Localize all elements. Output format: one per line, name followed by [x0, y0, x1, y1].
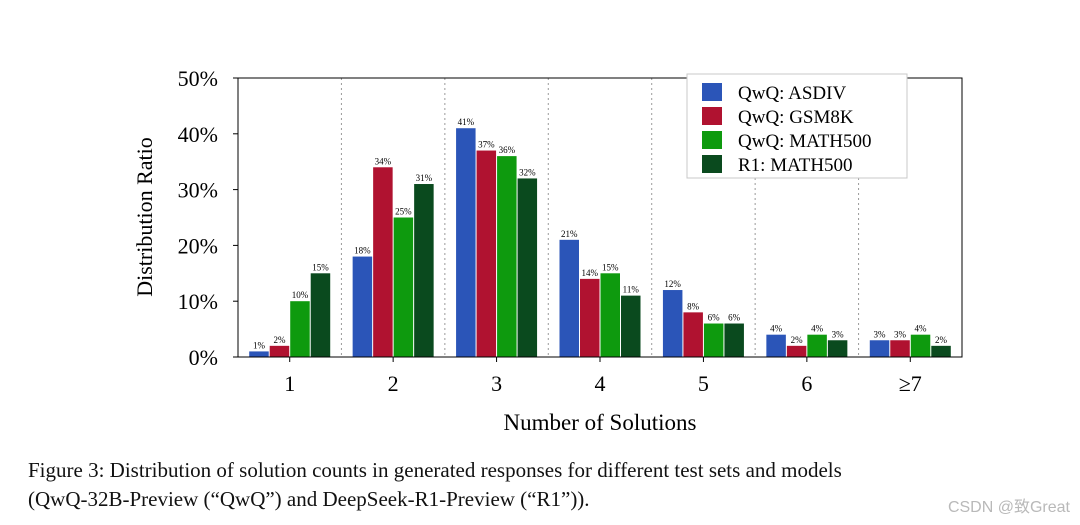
caption-line-2: (QwQ-32B-Preview (“QwQ”) and DeepSeek-R1…: [28, 487, 590, 511]
data-label: 6%: [728, 313, 741, 323]
x-axis-ticks: 1 2 3 4 5 6 ≥7: [284, 357, 922, 396]
bar: [476, 150, 497, 357]
bars: [249, 128, 951, 357]
bar: [456, 128, 476, 357]
bar: [517, 178, 538, 357]
bar: [290, 301, 310, 357]
legend-label: R1: MATH500: [738, 155, 853, 176]
legend-label: QwQ: MATH500: [738, 131, 872, 152]
data-label: 21%: [561, 229, 578, 239]
bar: [703, 323, 724, 357]
data-label: 2%: [935, 335, 948, 345]
y-tick-label: 30%: [178, 178, 218, 203]
bar: [352, 256, 373, 357]
data-label: 32%: [519, 167, 536, 177]
y-tick-label: 10%: [178, 289, 218, 314]
data-label: 3%: [832, 329, 845, 339]
bar: [414, 184, 434, 357]
data-label: 4%: [915, 324, 928, 334]
legend-box: [686, 73, 908, 179]
bar: [269, 345, 290, 357]
data-label: 6%: [708, 313, 721, 323]
bar: [724, 323, 744, 357]
caption-line-1: Figure 3: Distribution of solution count…: [28, 458, 842, 482]
data-labels: 1% 18% 41% 21% 12% 4% 3% 2% 34% 37% 14% 8% 2% 3% 10% 25…: [253, 117, 948, 350]
data-label: 34%: [375, 156, 392, 166]
legend-swatch: [702, 155, 722, 173]
bar: [310, 273, 331, 357]
x-tick-label: 6: [801, 371, 812, 396]
data-label: 14%: [582, 268, 599, 278]
y-axis-label: Distribution Ratio: [132, 137, 157, 297]
data-label: 15%: [602, 262, 619, 272]
data-label: 3%: [894, 329, 907, 339]
legend-label: QwQ: GSM8K: [738, 107, 854, 128]
bar: [910, 334, 931, 357]
data-label: 18%: [354, 246, 371, 256]
bar: [683, 312, 703, 357]
y-tick-label: 40%: [178, 122, 218, 147]
data-label: 8%: [687, 301, 700, 311]
x-tick-label: 1: [284, 371, 295, 396]
bar: [931, 345, 951, 357]
data-label: 12%: [664, 279, 681, 289]
bar: [249, 351, 269, 357]
legend-swatch: [702, 131, 722, 149]
bar: [600, 273, 620, 357]
legend-label: QwQ: ASDIV: [738, 83, 846, 104]
x-tick-label: 5: [698, 371, 709, 396]
legend-swatch: [702, 107, 722, 125]
x-tick-label: 4: [595, 371, 606, 396]
data-label: 41%: [458, 117, 475, 127]
bar: [827, 340, 848, 357]
data-label: 4%: [770, 324, 783, 334]
data-label: 2%: [273, 335, 286, 345]
bar: [890, 340, 910, 357]
bar: [580, 278, 600, 357]
data-label: 4%: [811, 324, 824, 334]
data-label: 11%: [623, 285, 640, 295]
x-tick-label: 2: [388, 371, 399, 396]
x-axis-label: Number of Solutions: [504, 410, 697, 435]
bar: [393, 217, 414, 357]
y-tick-label: 0%: [189, 345, 218, 370]
y-axis-ticks: 0% 10% 20% 30% 40% 50%: [178, 66, 238, 370]
data-label: 3%: [874, 329, 887, 339]
data-label: 37%: [478, 140, 495, 150]
x-tick-label: 3: [491, 371, 502, 396]
watermark: CSDN @致Great: [947, 499, 1070, 516]
bar: [807, 334, 827, 357]
bar: [766, 334, 786, 357]
bar: [559, 239, 579, 357]
y-tick-label: 20%: [178, 233, 218, 258]
bar: [662, 290, 683, 357]
data-label: 25%: [395, 207, 412, 217]
bar: [869, 340, 890, 357]
data-label: 2%: [791, 335, 804, 345]
legend: QwQ: ASDIV QwQ: GSM8K QwQ: MATH500 R1: MATH…: [686, 73, 908, 179]
y-tick-label: 50%: [178, 66, 218, 91]
bar: [497, 156, 517, 357]
data-label: 31%: [416, 173, 433, 183]
legend-swatch: [702, 83, 722, 101]
bar: [373, 167, 393, 357]
figure-caption: Figure 3: Distribution of solution count…: [28, 456, 1068, 514]
x-tick-label: ≥7: [899, 371, 922, 396]
bar: [786, 345, 807, 357]
data-label: 10%: [292, 290, 309, 300]
data-label: 15%: [312, 262, 329, 272]
data-label: 1%: [253, 340, 266, 350]
bar: [621, 295, 641, 357]
data-label: 36%: [499, 145, 516, 155]
